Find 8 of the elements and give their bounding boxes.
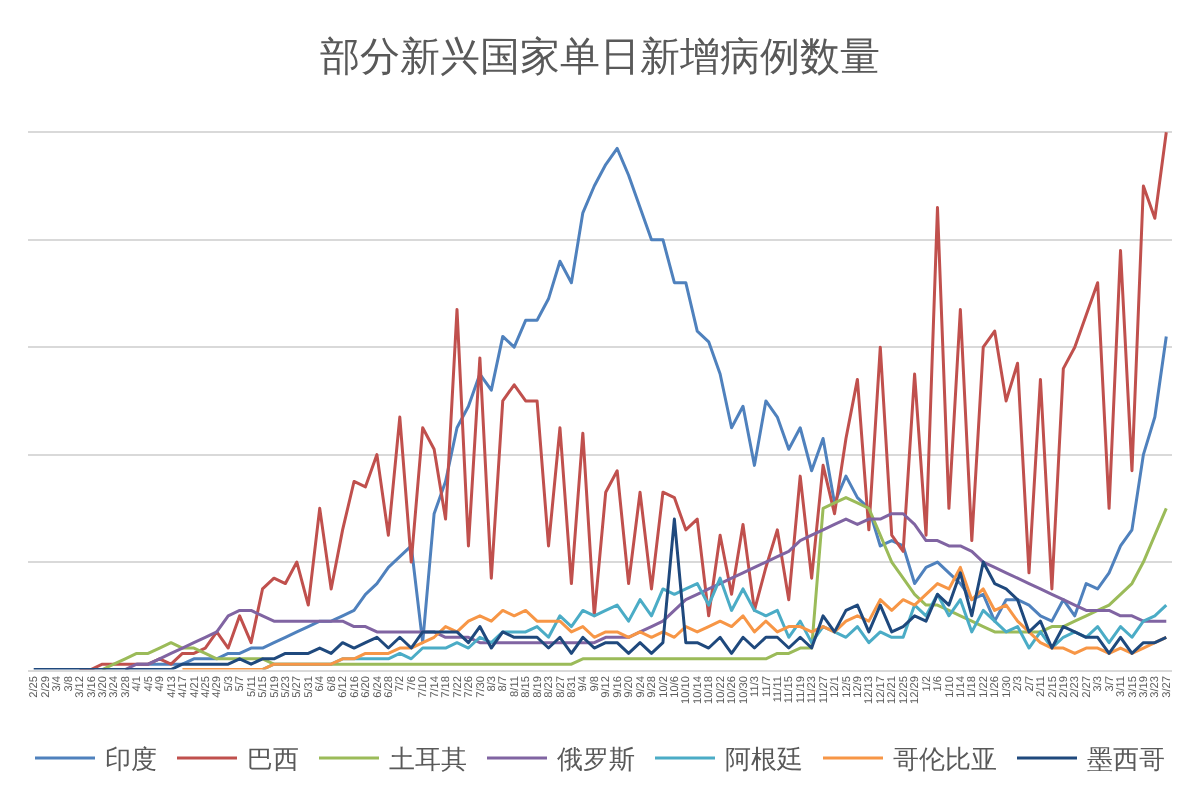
legend-label: 土耳其 bbox=[389, 744, 467, 775]
legend-label: 巴西 bbox=[247, 744, 299, 775]
legend-label: 俄罗斯 bbox=[557, 744, 635, 775]
chart-title: 部分新兴国家单日新增病例数量 bbox=[320, 36, 880, 80]
legend-label: 哥伦比亚 bbox=[893, 744, 997, 775]
legend-label: 阿根廷 bbox=[725, 744, 803, 775]
legend-label: 墨西哥 bbox=[1087, 744, 1165, 775]
legend-label: 印度 bbox=[105, 744, 157, 775]
